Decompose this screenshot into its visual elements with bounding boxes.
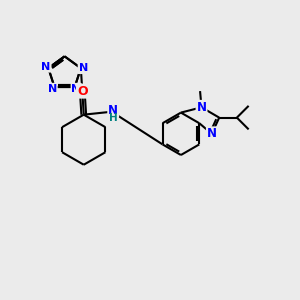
Text: N: N	[79, 63, 88, 73]
Text: H: H	[109, 113, 118, 123]
Text: N: N	[41, 62, 51, 72]
Text: O: O	[77, 85, 88, 98]
Text: N: N	[71, 84, 81, 94]
Text: N: N	[48, 84, 57, 94]
Text: N: N	[207, 127, 217, 140]
Text: N: N	[108, 104, 118, 117]
Text: N: N	[196, 101, 206, 114]
